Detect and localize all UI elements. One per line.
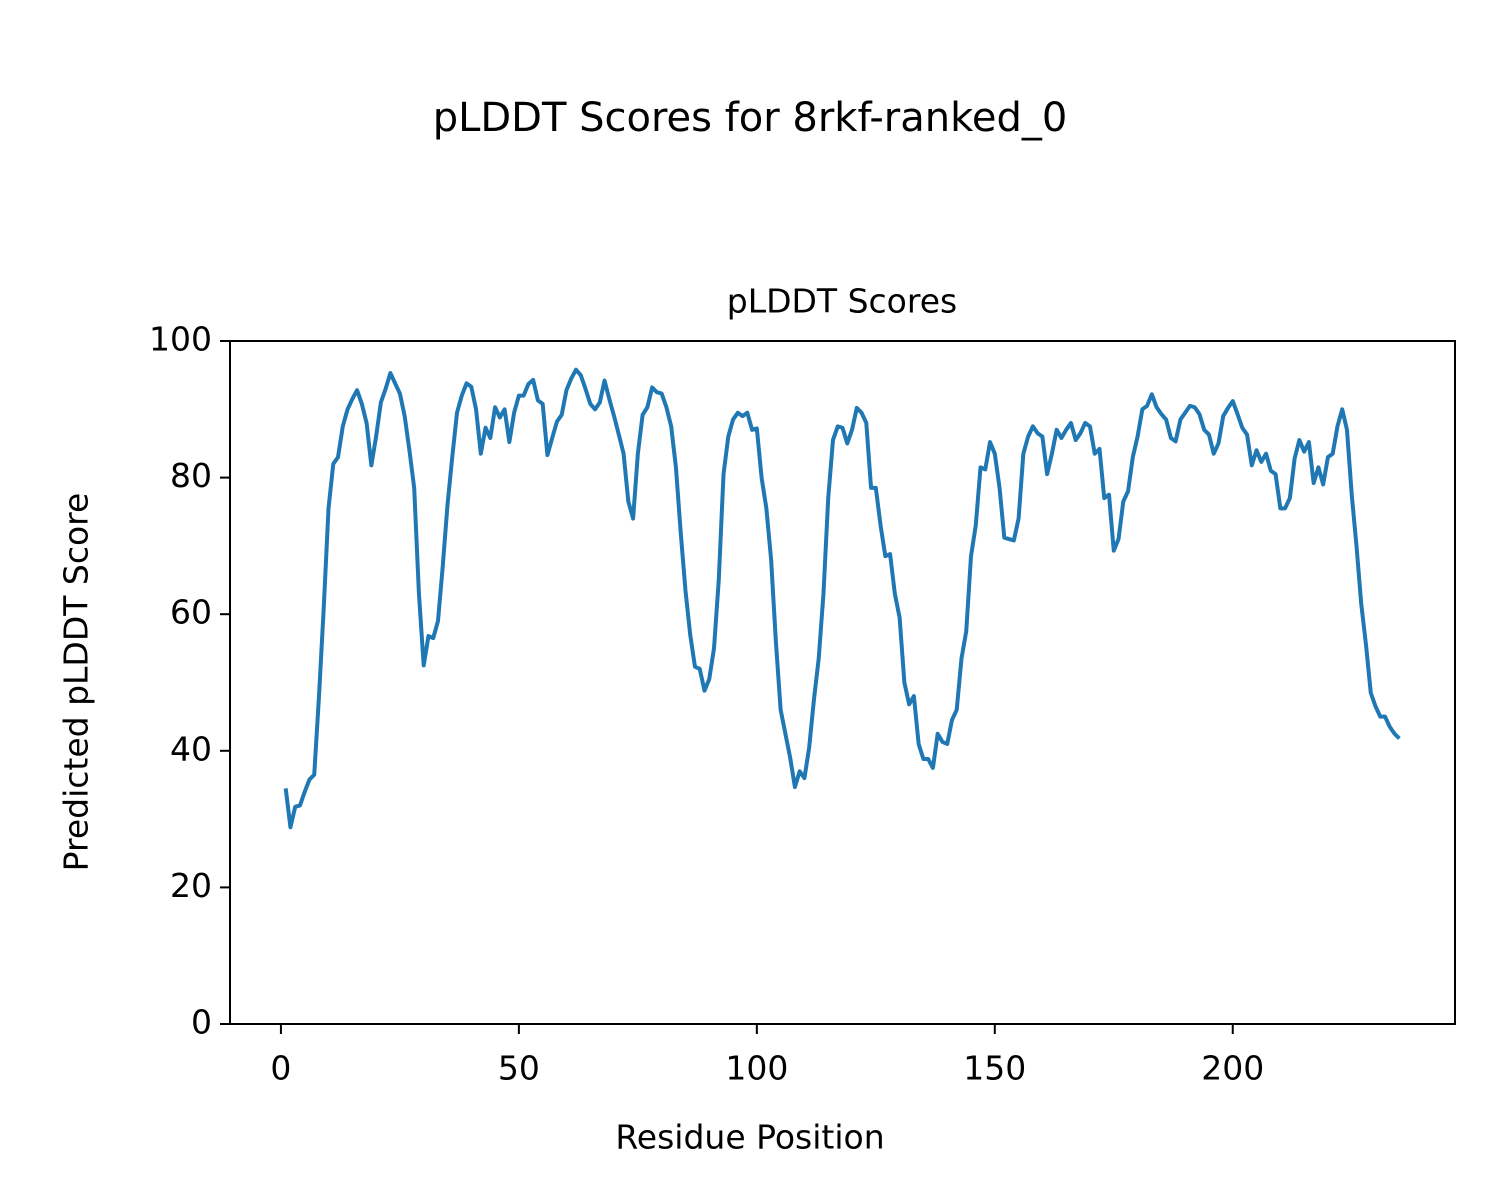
x-tick-label: 200 [1201,1049,1264,1088]
x-tick-label: 100 [725,1049,788,1088]
x-tick-label: 0 [270,1049,291,1088]
chart-title: pLDDT Scores for 8rkf-ranked_0 [433,95,1068,141]
x-axis-label: Residue Position [615,1118,884,1157]
y-tick-label: 20 [170,866,212,905]
x-tick-label: 150 [963,1049,1026,1088]
axes-title: pLDDT Scores [727,282,957,321]
data-line [283,367,1401,830]
y-tick-label: 80 [170,456,212,495]
y-axis-label: Predicted pLDDT Score [57,493,96,872]
x-tick-label: 50 [498,1049,540,1088]
y-tick-label: 100 [149,320,212,359]
axes-frame [229,340,1456,1025]
y-tick-label: 0 [191,1003,212,1042]
y-tick-label: 40 [170,729,212,768]
y-tick-label: 60 [170,593,212,632]
